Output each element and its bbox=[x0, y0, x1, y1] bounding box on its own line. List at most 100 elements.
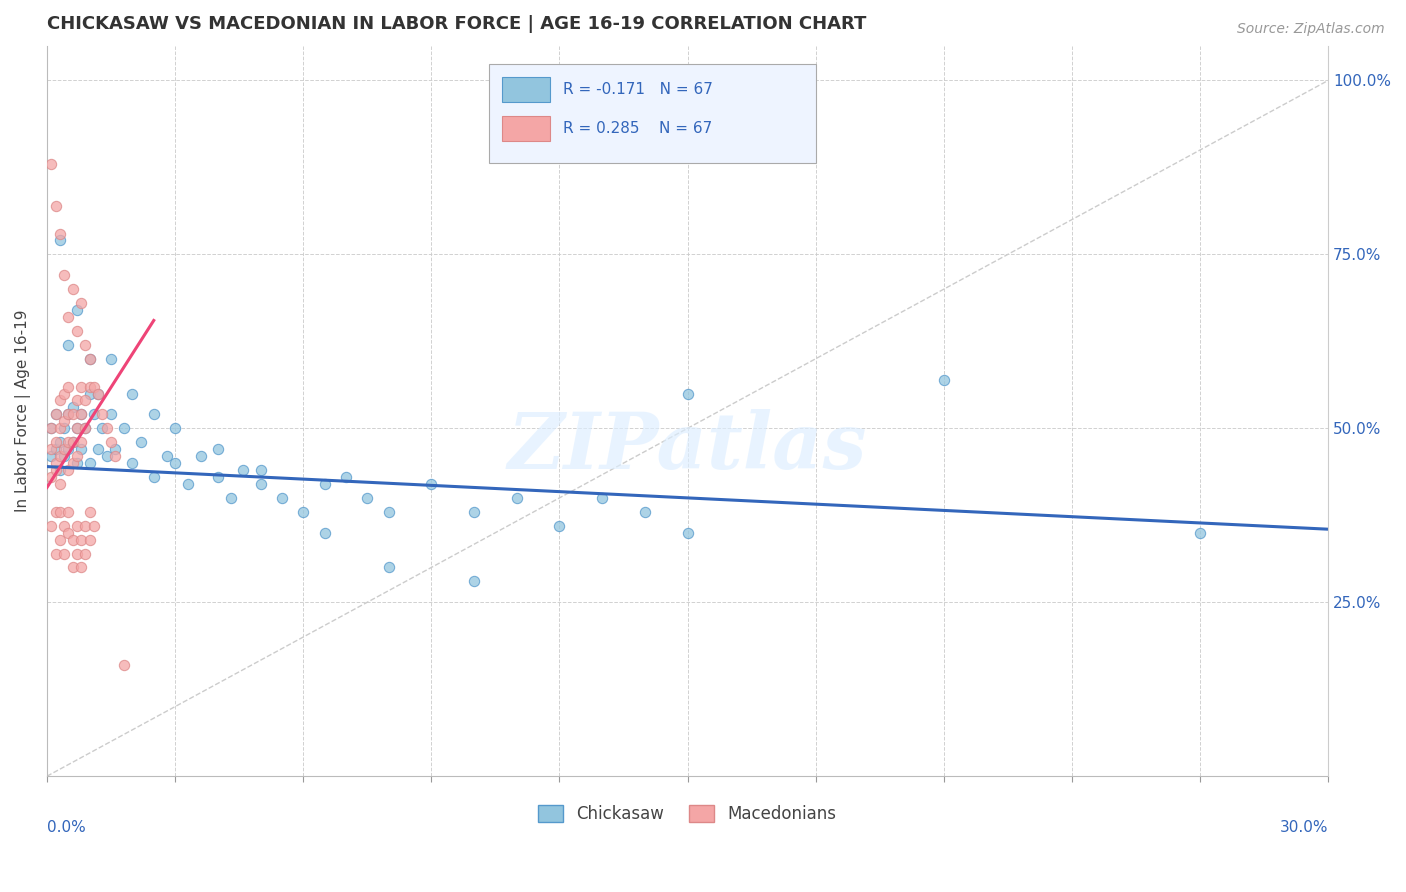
Point bbox=[177, 477, 200, 491]
Point bbox=[58, 442, 80, 457]
Point bbox=[53, 547, 76, 561]
Point bbox=[70, 408, 93, 422]
Point bbox=[66, 421, 89, 435]
Point bbox=[58, 463, 80, 477]
Point bbox=[66, 393, 89, 408]
Point bbox=[58, 435, 80, 450]
Point bbox=[49, 393, 72, 408]
Point bbox=[58, 525, 80, 540]
Point bbox=[79, 456, 101, 470]
Point bbox=[62, 533, 84, 547]
Text: CHICKASAW VS MACEDONIAN IN LABOR FORCE | AGE 16-19 CORRELATION CHART: CHICKASAW VS MACEDONIAN IN LABOR FORCE |… bbox=[46, 15, 866, 33]
Point bbox=[112, 657, 135, 672]
Point bbox=[39, 449, 62, 463]
Text: 0.0%: 0.0% bbox=[46, 820, 86, 835]
Point bbox=[39, 421, 62, 435]
Point bbox=[91, 421, 114, 435]
Point bbox=[463, 505, 485, 519]
FancyBboxPatch shape bbox=[502, 116, 551, 141]
Point bbox=[548, 518, 571, 533]
Point bbox=[70, 560, 93, 574]
Point bbox=[91, 408, 114, 422]
Point bbox=[79, 533, 101, 547]
Text: 30.0%: 30.0% bbox=[1279, 820, 1329, 835]
Point bbox=[249, 463, 271, 477]
Point bbox=[165, 456, 187, 470]
Point bbox=[75, 547, 97, 561]
Point bbox=[62, 560, 84, 574]
Point bbox=[207, 470, 229, 484]
Point bbox=[66, 421, 89, 435]
Point bbox=[121, 456, 143, 470]
Point bbox=[66, 456, 89, 470]
Point bbox=[66, 547, 89, 561]
Point bbox=[39, 518, 62, 533]
Point bbox=[62, 456, 84, 470]
Point bbox=[506, 491, 529, 505]
Point bbox=[112, 421, 135, 435]
Point bbox=[58, 408, 80, 422]
Point bbox=[44, 463, 66, 477]
Point bbox=[75, 393, 97, 408]
Point bbox=[75, 421, 97, 435]
Point bbox=[49, 505, 72, 519]
Point bbox=[62, 435, 84, 450]
Point bbox=[44, 408, 66, 422]
Text: Source: ZipAtlas.com: Source: ZipAtlas.com bbox=[1237, 22, 1385, 37]
Point bbox=[44, 505, 66, 519]
Point bbox=[634, 505, 657, 519]
Point bbox=[314, 477, 336, 491]
Point bbox=[249, 477, 271, 491]
Point bbox=[100, 408, 122, 422]
Point bbox=[44, 435, 66, 450]
Point bbox=[83, 518, 105, 533]
Point bbox=[58, 379, 80, 393]
Point bbox=[591, 491, 613, 505]
Point bbox=[39, 442, 62, 457]
Point bbox=[44, 199, 66, 213]
Point bbox=[53, 442, 76, 457]
Point bbox=[66, 303, 89, 318]
Point bbox=[155, 449, 177, 463]
Point bbox=[66, 449, 89, 463]
Point bbox=[49, 533, 72, 547]
Point bbox=[292, 505, 315, 519]
Point bbox=[83, 379, 105, 393]
Point bbox=[96, 421, 118, 435]
Point bbox=[79, 505, 101, 519]
Point bbox=[104, 442, 127, 457]
Point bbox=[62, 408, 84, 422]
Point bbox=[96, 449, 118, 463]
Point bbox=[142, 470, 165, 484]
Point bbox=[70, 442, 93, 457]
Point bbox=[79, 379, 101, 393]
Point bbox=[75, 421, 97, 435]
Point bbox=[66, 324, 89, 338]
Point bbox=[87, 386, 110, 401]
Point bbox=[270, 491, 292, 505]
Point bbox=[70, 296, 93, 310]
Point bbox=[377, 505, 399, 519]
Point bbox=[62, 282, 84, 296]
Point bbox=[121, 386, 143, 401]
Point bbox=[70, 533, 93, 547]
Point bbox=[49, 421, 72, 435]
Text: R = 0.285    N = 67: R = 0.285 N = 67 bbox=[564, 120, 713, 136]
Point bbox=[190, 449, 212, 463]
Y-axis label: In Labor Force | Age 16-19: In Labor Force | Age 16-19 bbox=[15, 310, 31, 512]
Point bbox=[75, 518, 97, 533]
Point bbox=[44, 442, 66, 457]
Point bbox=[49, 227, 72, 241]
Point bbox=[49, 477, 72, 491]
Point bbox=[49, 234, 72, 248]
Point bbox=[207, 442, 229, 457]
Point bbox=[100, 435, 122, 450]
Point bbox=[53, 449, 76, 463]
Point bbox=[142, 408, 165, 422]
Point bbox=[129, 435, 152, 450]
Point bbox=[79, 386, 101, 401]
Point bbox=[104, 449, 127, 463]
Point bbox=[87, 442, 110, 457]
Point bbox=[44, 456, 66, 470]
Point bbox=[39, 421, 62, 435]
